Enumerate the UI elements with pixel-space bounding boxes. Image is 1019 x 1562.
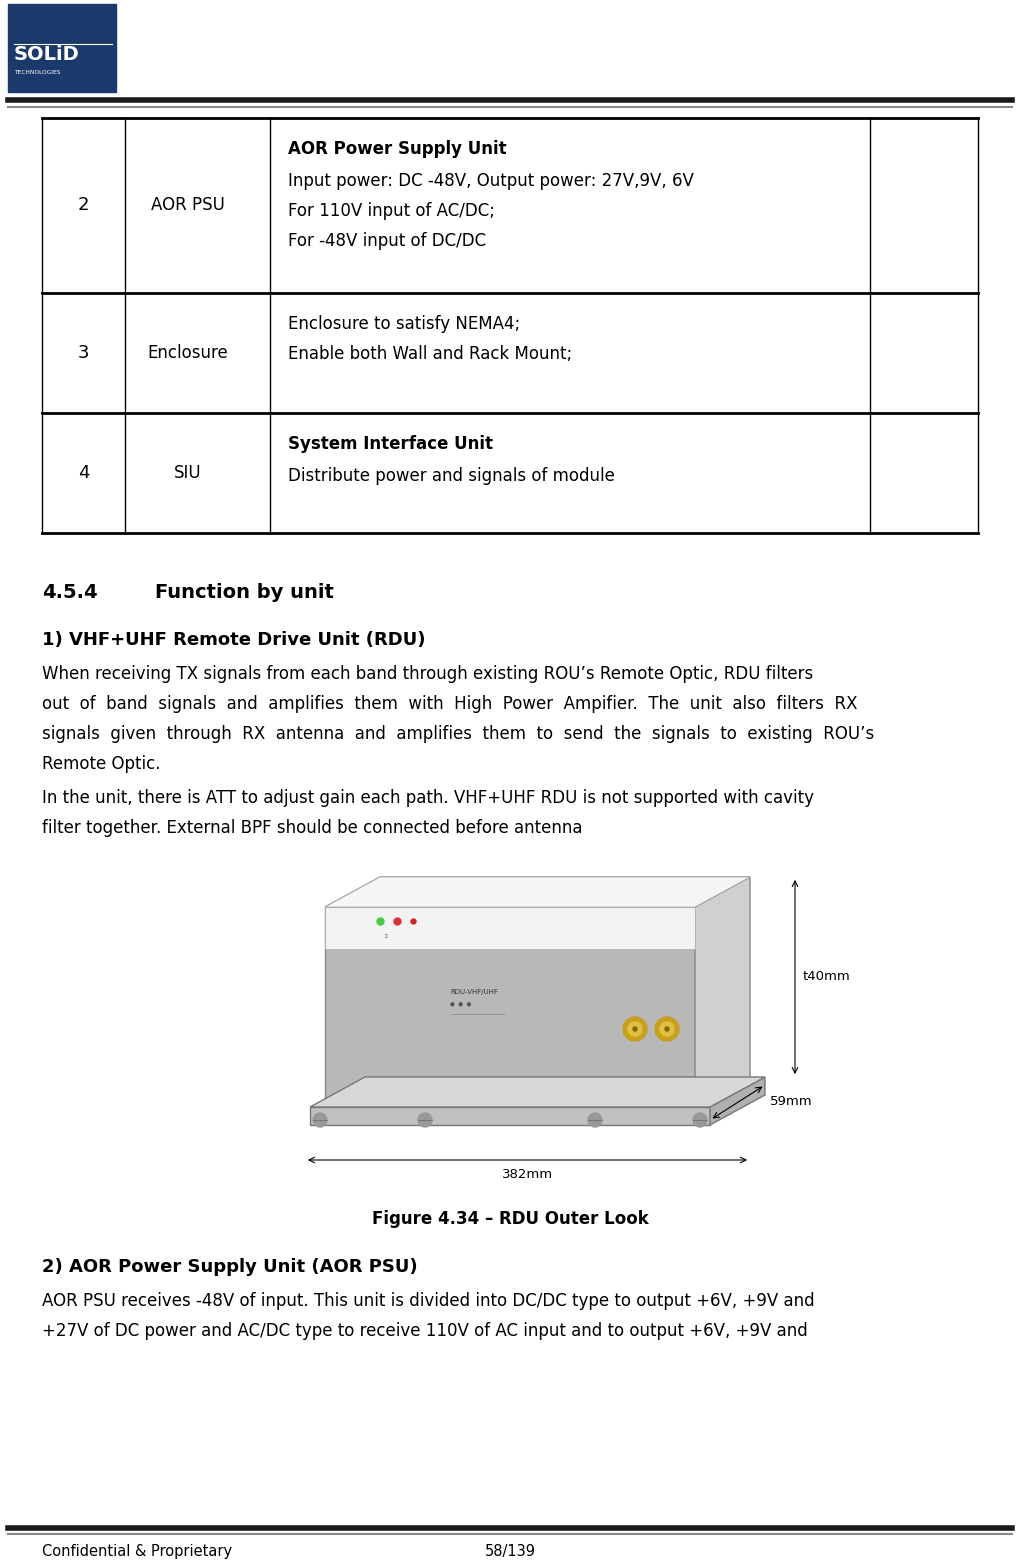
Text: SOLiD: SOLiD xyxy=(14,45,79,64)
Polygon shape xyxy=(310,1078,764,1107)
Text: 3: 3 xyxy=(77,344,90,362)
Text: For -48V input of DC/DC: For -48V input of DC/DC xyxy=(287,233,486,250)
Circle shape xyxy=(418,1114,432,1128)
Circle shape xyxy=(623,1017,646,1040)
Text: Figure 4.34 – RDU Outer Look: Figure 4.34 – RDU Outer Look xyxy=(371,1211,648,1228)
Polygon shape xyxy=(325,908,694,1107)
Text: SIU: SIU xyxy=(173,464,201,483)
Text: filter together. External BPF should be connected before antenna: filter together. External BPF should be … xyxy=(42,818,582,837)
Text: For 110V input of AC/DC;: For 110V input of AC/DC; xyxy=(287,201,494,220)
Text: 4: 4 xyxy=(77,464,90,483)
Text: 2: 2 xyxy=(77,197,90,214)
Text: Remote Optic.: Remote Optic. xyxy=(42,754,160,773)
Text: ●  ●  ●: ● ● ● xyxy=(449,1001,471,1006)
Circle shape xyxy=(659,1022,674,1036)
Circle shape xyxy=(654,1017,679,1040)
Circle shape xyxy=(664,1026,668,1031)
Text: out  of  band  signals  and  amplifies  them  with  High  Power  Ampifier.  The : out of band signals and amplifies them w… xyxy=(42,695,857,712)
Text: In the unit, there is ATT to adjust gain each path. VHF+UHF RDU is not supported: In the unit, there is ATT to adjust gain… xyxy=(42,789,813,808)
Text: TECHNOLOGIES: TECHNOLOGIES xyxy=(14,69,60,75)
Polygon shape xyxy=(325,876,749,908)
Text: 2) AOR Power Supply Unit (AOR PSU): 2) AOR Power Supply Unit (AOR PSU) xyxy=(42,1257,417,1276)
Circle shape xyxy=(633,1026,637,1031)
Text: AOR PSU receives -48V of input. This unit is divided into DC/DC type to output +: AOR PSU receives -48V of input. This uni… xyxy=(42,1292,814,1311)
Polygon shape xyxy=(310,1107,709,1125)
Text: System Interface Unit: System Interface Unit xyxy=(287,434,492,453)
Text: +27V of DC power and AC/DC type to receive 110V of AC input and to output +6V, +: +27V of DC power and AC/DC type to recei… xyxy=(42,1321,807,1340)
Circle shape xyxy=(628,1022,641,1036)
Text: ⬛: ⬛ xyxy=(384,934,387,939)
Polygon shape xyxy=(709,1078,764,1125)
Text: Function by unit: Function by unit xyxy=(155,583,333,601)
Circle shape xyxy=(313,1114,327,1128)
Polygon shape xyxy=(694,876,749,1107)
Text: 382mm: 382mm xyxy=(501,1168,552,1181)
Text: 1) VHF+UHF Remote Drive Unit (RDU): 1) VHF+UHF Remote Drive Unit (RDU) xyxy=(42,631,425,648)
Polygon shape xyxy=(325,908,694,950)
Circle shape xyxy=(692,1114,706,1128)
Text: RDU-VHF/UHF: RDU-VHF/UHF xyxy=(449,989,497,995)
Text: 58/139: 58/139 xyxy=(484,1543,535,1559)
Text: When receiving TX signals from each band through existing ROU’s Remote Optic, RD: When receiving TX signals from each band… xyxy=(42,665,812,683)
Text: t40mm: t40mm xyxy=(802,970,850,984)
Text: Enclosure to satisfy NEMA4;: Enclosure to satisfy NEMA4; xyxy=(287,316,520,333)
Text: Enclosure: Enclosure xyxy=(147,344,227,362)
Text: AOR Power Supply Unit: AOR Power Supply Unit xyxy=(287,141,506,158)
Text: 59mm: 59mm xyxy=(769,1095,812,1107)
Text: 4.5.4: 4.5.4 xyxy=(42,583,98,601)
Text: signals  given  through  RX  antenna  and  amplifies  them  to  send  the  signa: signals given through RX antenna and amp… xyxy=(42,725,873,744)
Text: Confidential & Proprietary: Confidential & Proprietary xyxy=(42,1543,232,1559)
Text: Enable both Wall and Rack Mount;: Enable both Wall and Rack Mount; xyxy=(287,345,572,362)
Polygon shape xyxy=(325,876,749,908)
Circle shape xyxy=(587,1114,601,1128)
Text: ─────────────────: ───────────────── xyxy=(449,1014,504,1018)
Text: Input power: DC -48V, Output power: 27V,9V, 6V: Input power: DC -48V, Output power: 27V,… xyxy=(287,172,693,191)
Text: Distribute power and signals of module: Distribute power and signals of module xyxy=(287,467,614,484)
Text: AOR PSU: AOR PSU xyxy=(151,197,224,214)
Bar xyxy=(8,5,116,92)
